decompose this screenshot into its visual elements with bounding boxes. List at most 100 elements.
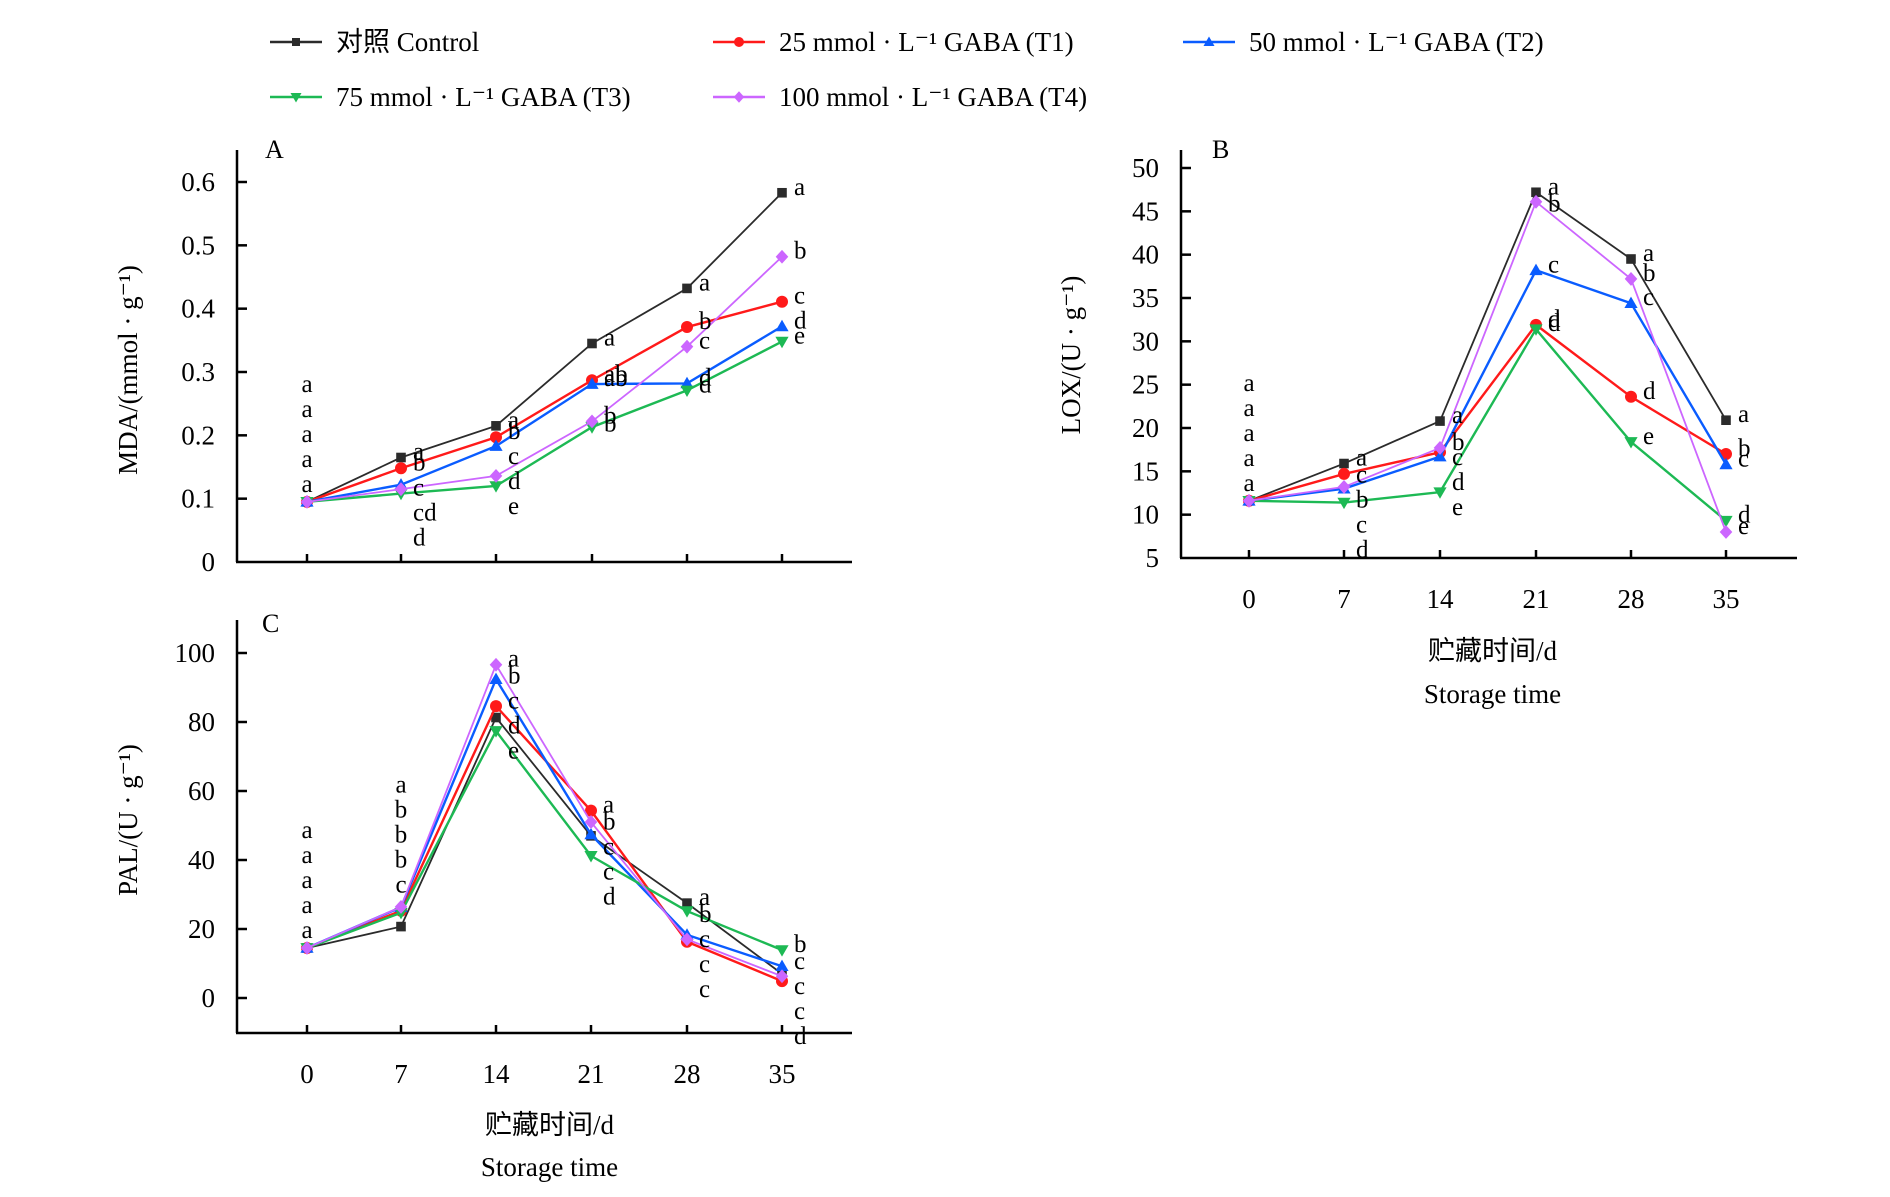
significance-letter: a (1243, 445, 1254, 472)
data-point-t3 (489, 481, 503, 493)
significance-letter: c (699, 951, 710, 978)
x-tick-label: 28 (674, 1059, 701, 1089)
significance-letter: ab (604, 365, 628, 392)
legend-marker-square (292, 38, 300, 46)
data-point-control (396, 921, 406, 932)
significance-letter: b (1738, 435, 1751, 462)
data-point-t4 (1242, 493, 1256, 508)
significance-letter: d (1356, 537, 1369, 564)
legend-item-t4: 100 mmol · L⁻¹ GABA (T4) (713, 82, 1087, 112)
data-point-control (682, 898, 692, 908)
y-tick-label: 0 (202, 983, 216, 1013)
panel-label: B (1212, 135, 1229, 164)
significance-letter: e (1643, 423, 1654, 450)
y-tick-label: 40 (188, 845, 215, 875)
significance-letter: c (603, 859, 614, 886)
y-tick-label: 45 (1132, 196, 1159, 226)
legend-label: 100 mmol · L⁻¹ GABA (T4) (779, 82, 1087, 112)
significance-letter: b (699, 308, 712, 335)
y-axis-title: PAL/(U · g⁻¹) (113, 744, 143, 896)
legend-marker-diamond (733, 91, 745, 103)
significance-letter: a (794, 174, 805, 201)
data-point-t4 (775, 249, 789, 264)
significance-letter: b (603, 809, 616, 836)
series-line-control (306, 715, 783, 975)
significance-letter: c (508, 443, 519, 470)
y-tick-label: 30 (1132, 326, 1159, 356)
data-point-control (491, 712, 501, 723)
y-tick-label: 0 (202, 547, 216, 577)
significance-letter: b (395, 847, 408, 874)
data-point-t4 (489, 468, 503, 483)
data-point-t1 (490, 431, 502, 444)
legend-label: 50 mmol · L⁻¹ GABA (T2) (1249, 27, 1544, 57)
data-point-t4 (489, 657, 503, 672)
significance-letter: d (1643, 378, 1656, 405)
significance-letter: a (508, 646, 519, 673)
x-tick-label: 35 (1713, 584, 1740, 614)
significance-letter: a (699, 269, 710, 296)
x-axis-title-en: Storage time (1424, 679, 1561, 709)
significance-letter: c (794, 998, 805, 1025)
significance-letter: d (508, 468, 521, 495)
series-line-t4 (306, 662, 783, 978)
series-line-control (1248, 190, 1727, 502)
series-t2 (1242, 263, 1733, 506)
data-point-control (1435, 416, 1445, 426)
data-point-t4 (1337, 480, 1351, 494)
data-point-t3 (489, 726, 503, 738)
significance-letter: b (508, 663, 521, 690)
data-point-t2 (585, 377, 599, 389)
significance-letter: d (603, 884, 616, 911)
significance-letter: b (508, 418, 521, 445)
x-tick-label: 0 (300, 1059, 314, 1089)
data-point-control (1626, 254, 1636, 264)
significance-letter: a (413, 439, 424, 466)
data-point-control (1721, 415, 1731, 425)
data-point-control (491, 421, 501, 431)
panel-label: A (265, 135, 284, 164)
legend-item-control: 对照 Control (270, 27, 479, 57)
significance-letter: a (301, 471, 312, 498)
series-control (302, 712, 787, 979)
significance-letter: a (395, 772, 406, 799)
data-point-t2 (1624, 296, 1638, 308)
data-point-t2 (489, 672, 503, 685)
x-tick-label: 7 (1337, 584, 1351, 614)
x-tick-label: 35 (769, 1059, 796, 1089)
significance-letter: a (603, 792, 614, 819)
data-point-t2 (584, 827, 598, 840)
significance-letter: b (604, 411, 617, 438)
significance-letter: a (1452, 402, 1463, 429)
data-point-t2 (489, 439, 503, 451)
significance-letter: a (1243, 370, 1254, 397)
significance-letter: c (1548, 251, 1559, 278)
legend-label: 75 mmol · L⁻¹ GABA (T3) (336, 82, 631, 112)
y-tick-label: 35 (1132, 283, 1159, 313)
significance-letter: b (413, 450, 426, 477)
significance-letter: e (508, 738, 519, 765)
significance-letter: a (699, 884, 710, 911)
significance-letter: a (301, 396, 312, 423)
data-point-control (777, 187, 787, 198)
y-tick-label: 0.2 (181, 420, 215, 450)
x-tick-label: 14 (1427, 584, 1455, 614)
significance-letter: a (508, 407, 519, 434)
data-point-t4 (1529, 194, 1543, 209)
significance-letter: c (699, 926, 710, 953)
data-point-t3 (680, 385, 694, 397)
y-tick-label: 25 (1132, 370, 1159, 400)
data-point-t1 (585, 804, 597, 817)
series-line-t2 (306, 325, 783, 504)
y-axis-title: LOX/(U · g⁻¹) (1056, 276, 1086, 435)
x-axis-title-cn: 贮藏时间/d (1428, 636, 1558, 666)
significance-letter: b (1643, 260, 1656, 287)
significance-letter: c (699, 976, 710, 1003)
series-t2 (300, 672, 789, 972)
series-t1 (301, 295, 788, 508)
data-point-control (587, 338, 597, 349)
significance-letter: cd (413, 500, 437, 527)
data-point-t3 (775, 336, 789, 349)
data-point-control (396, 452, 406, 463)
